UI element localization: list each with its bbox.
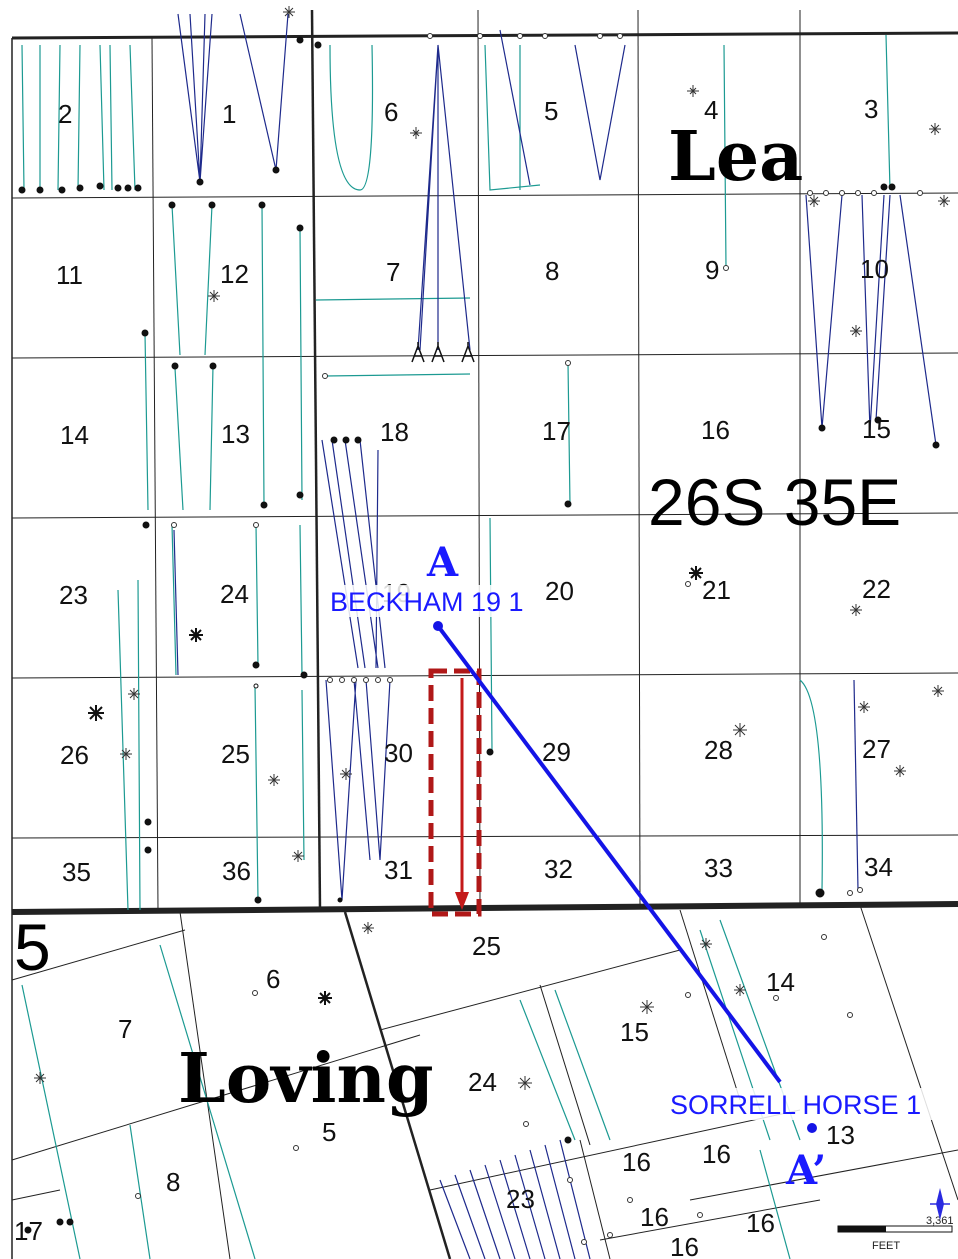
cross-section-line xyxy=(433,621,817,1133)
south-section-13: 13 xyxy=(826,1120,855,1150)
north-section-35: 35 xyxy=(62,857,91,887)
north-section-2: 2 xyxy=(58,99,72,129)
north-section-17: 17 xyxy=(542,416,571,446)
north-section-4: 4 xyxy=(704,95,718,125)
county-label-lea: Lea xyxy=(668,117,803,197)
north-section-12: 12 xyxy=(220,259,249,289)
township-label: 26S 35E xyxy=(648,465,901,539)
well-label-sorrell-horse: SORRELL HORSE 1 xyxy=(670,1090,921,1120)
south-section-16: 16 xyxy=(640,1202,669,1232)
oil-well-symbol xyxy=(411,342,475,363)
north-section-36: 36 xyxy=(222,856,251,886)
south-section-23: 23 xyxy=(506,1184,535,1214)
north-section-7: 7 xyxy=(386,257,400,287)
north-section-33: 33 xyxy=(704,853,733,883)
north-township-grid xyxy=(11,9,958,1259)
south-section-5: 5 xyxy=(322,1117,336,1147)
cross-section-marker-a: A xyxy=(426,539,459,586)
north-section-22: 22 xyxy=(862,574,891,604)
north-section-27: 27 xyxy=(862,734,891,764)
filled-star-well-symbols xyxy=(88,566,703,1005)
star-well-symbols xyxy=(34,6,950,1090)
north-section-28: 28 xyxy=(704,735,733,765)
north-section-9: 9 xyxy=(705,255,719,285)
north-section-1: 1 xyxy=(222,99,236,129)
south-section-14: 14 xyxy=(766,967,795,997)
north-arrow-icon xyxy=(930,1188,950,1220)
north-section-31: 31 xyxy=(384,855,413,885)
south-section-17: 17 xyxy=(14,1216,43,1246)
south-township-grid xyxy=(11,904,958,1259)
open-well-symbols xyxy=(135,33,923,1245)
north-section-18: 18 xyxy=(380,417,409,447)
north-section-25: 25 xyxy=(221,739,250,769)
north-section-20: 20 xyxy=(545,576,574,606)
north-section-8: 8 xyxy=(545,256,559,286)
south-section-16: 16 xyxy=(670,1232,699,1259)
south-section-8: 8 xyxy=(166,1167,180,1197)
north-section-13: 13 xyxy=(221,419,250,449)
south-section-16: 16 xyxy=(746,1208,775,1238)
north-section-24: 24 xyxy=(220,579,249,609)
north-section-3: 3 xyxy=(864,94,878,124)
south-section-15: 15 xyxy=(620,1017,649,1047)
well-label-beckham: BECKHAM 19 1 xyxy=(330,587,524,617)
south-section-25: 25 xyxy=(472,931,501,961)
lateral-highlight-box xyxy=(428,668,482,917)
south-section-24: 24 xyxy=(468,1067,497,1097)
south-township-number: 5 xyxy=(14,910,51,984)
south-section-6: 6 xyxy=(266,964,280,994)
south-section-16: 16 xyxy=(702,1139,731,1169)
north-section-labels: 2165431112789101413181716152324192021222… xyxy=(56,94,893,887)
svg-text:FEET: FEET xyxy=(872,1240,900,1252)
north-section-15: 15 xyxy=(862,414,891,444)
north-section-23: 23 xyxy=(59,580,88,610)
south-section-16: 16 xyxy=(622,1147,651,1177)
south-section-7: 7 xyxy=(118,1014,132,1044)
north-section-32: 32 xyxy=(544,854,573,884)
north-section-5: 5 xyxy=(544,96,558,126)
cross-section-marker-a-prime: A’ xyxy=(785,1147,826,1194)
wellbore-traces xyxy=(21,13,937,1259)
north-section-11: 11 xyxy=(56,260,83,290)
north-section-34: 34 xyxy=(864,852,893,882)
county-label-loving: Loving xyxy=(178,1039,434,1119)
north-section-14: 14 xyxy=(60,420,89,450)
svg-text:3,361: 3,361 xyxy=(926,1215,954,1227)
north-section-30: 30 xyxy=(384,738,413,768)
north-section-29: 29 xyxy=(542,737,571,767)
north-section-6: 6 xyxy=(384,97,398,127)
north-section-16: 16 xyxy=(701,415,730,445)
north-section-26: 26 xyxy=(60,740,89,770)
north-section-10: 10 xyxy=(860,254,889,284)
well-symbols xyxy=(18,36,940,1234)
north-section-21: 21 xyxy=(702,575,731,605)
scale-bar: 3,361 FEET xyxy=(837,1215,954,1252)
